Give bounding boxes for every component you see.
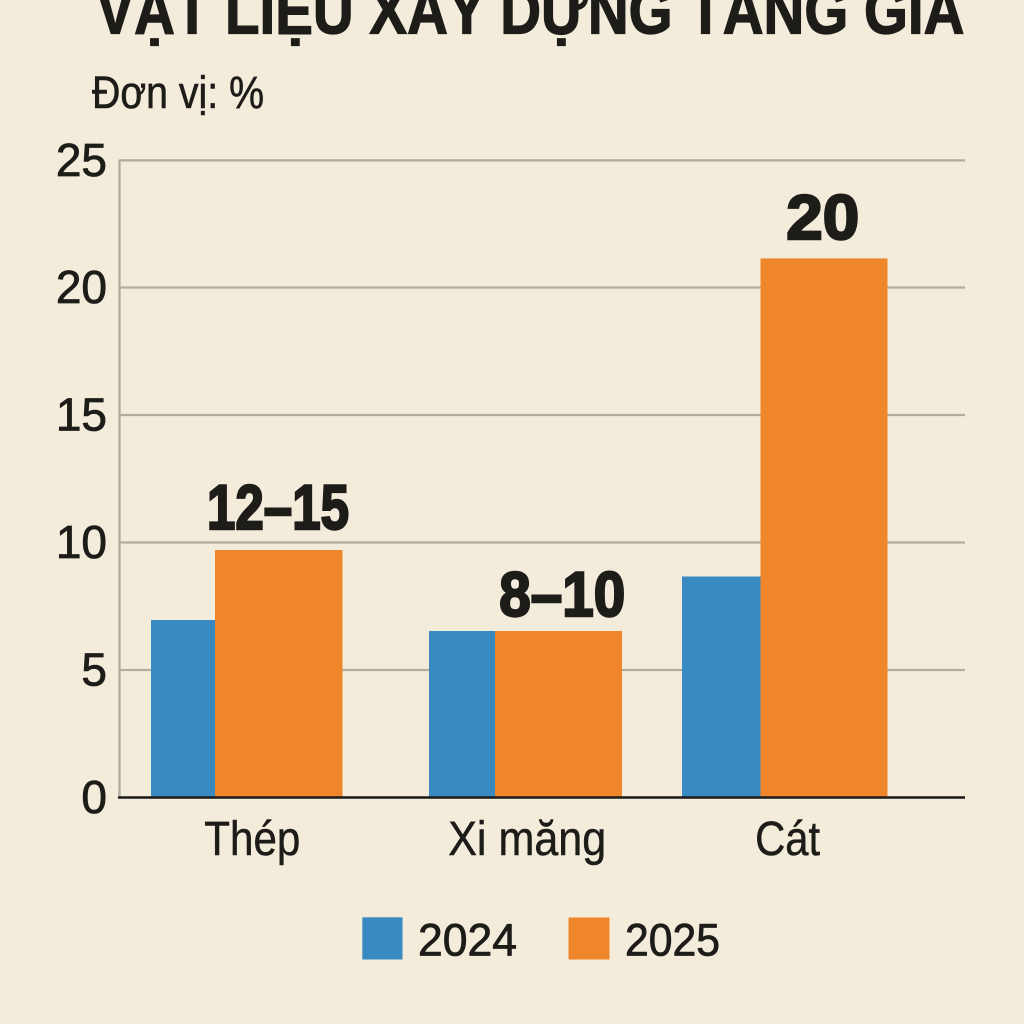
svg-text:VẬT LIỆU XÂY DỰNG TĂNG GIÁ: VẬT LIỆU XÂY DỰNG TĂNG GIÁ (96, 0, 964, 48)
svg-text:0: 0 (81, 771, 107, 823)
svg-text:20: 20 (56, 261, 107, 313)
svg-text:20: 20 (786, 183, 859, 253)
svg-text:Cát: Cát (755, 813, 820, 866)
svg-text:Thép: Thép (204, 813, 300, 866)
svg-text:Xi măng: Xi măng (448, 813, 606, 866)
svg-text:Đơn vị: %: Đơn vị: % (92, 67, 264, 118)
svg-text:2024: 2024 (418, 915, 517, 966)
svg-text:2025: 2025 (625, 915, 720, 966)
svg-text:10: 10 (56, 516, 107, 568)
svg-text:8–10: 8–10 (499, 560, 625, 630)
svg-text:25: 25 (56, 134, 107, 186)
svg-text:15: 15 (56, 389, 107, 441)
svg-text:12–15: 12–15 (207, 473, 349, 543)
svg-text:5: 5 (81, 644, 107, 696)
